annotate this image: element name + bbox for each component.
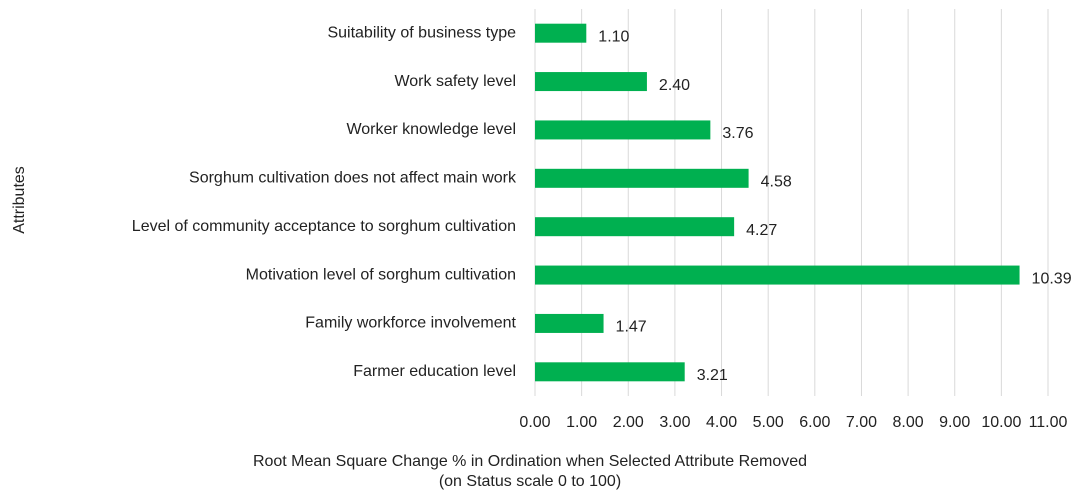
x-tick-label: 10.00 [981, 414, 1021, 431]
data-label: 3.21 [697, 367, 728, 384]
y-tick-label: Farmer education level [353, 363, 516, 380]
data-label: 1.47 [616, 319, 647, 336]
bar [535, 362, 685, 382]
x-tick-label: 0.00 [519, 414, 550, 431]
data-label: 1.10 [598, 28, 629, 45]
bar [535, 168, 749, 188]
bar [535, 217, 735, 237]
x-axis-subtitle: (on Status scale 0 to 100) [439, 473, 621, 490]
data-label: 3.76 [722, 125, 753, 142]
x-axis-title: Root Mean Square Change % in Ordination … [253, 453, 807, 470]
x-tick-label: 5.00 [753, 414, 784, 431]
bar [535, 23, 587, 43]
bar [535, 72, 647, 92]
y-tick-label: Sorghum cultivation does not affect main… [189, 170, 517, 187]
data-label: 2.40 [659, 77, 690, 94]
x-tick-label: 9.00 [939, 414, 970, 431]
y-axis-title: Attributes [11, 166, 28, 234]
x-tick-label: 8.00 [893, 414, 924, 431]
y-tick-label: Worker knowledge level [346, 121, 516, 138]
x-tick-label: 4.00 [706, 414, 737, 431]
x-tick-label: 3.00 [659, 414, 690, 431]
y-tick-label: Suitability of business type [327, 24, 516, 41]
bar [535, 313, 604, 333]
data-label: 10.39 [1032, 270, 1072, 287]
y-tick-label: Work safety level [394, 73, 516, 90]
bar [535, 120, 711, 140]
y-tick-label: Family workforce involvement [305, 315, 516, 332]
x-tick-label: 1.00 [566, 414, 597, 431]
bar [535, 265, 1020, 285]
x-tick-label: 6.00 [799, 414, 830, 431]
data-label: 4.27 [746, 222, 777, 239]
y-tick-label: Motivation level of sorghum cultivation [246, 266, 516, 283]
y-tick-label: Level of community acceptance to sorghum… [132, 218, 516, 235]
x-tick-label: 2.00 [613, 414, 644, 431]
x-tick-label: 7.00 [846, 414, 877, 431]
data-label: 4.58 [761, 174, 792, 191]
x-tick-label: 11.00 [1029, 414, 1068, 431]
